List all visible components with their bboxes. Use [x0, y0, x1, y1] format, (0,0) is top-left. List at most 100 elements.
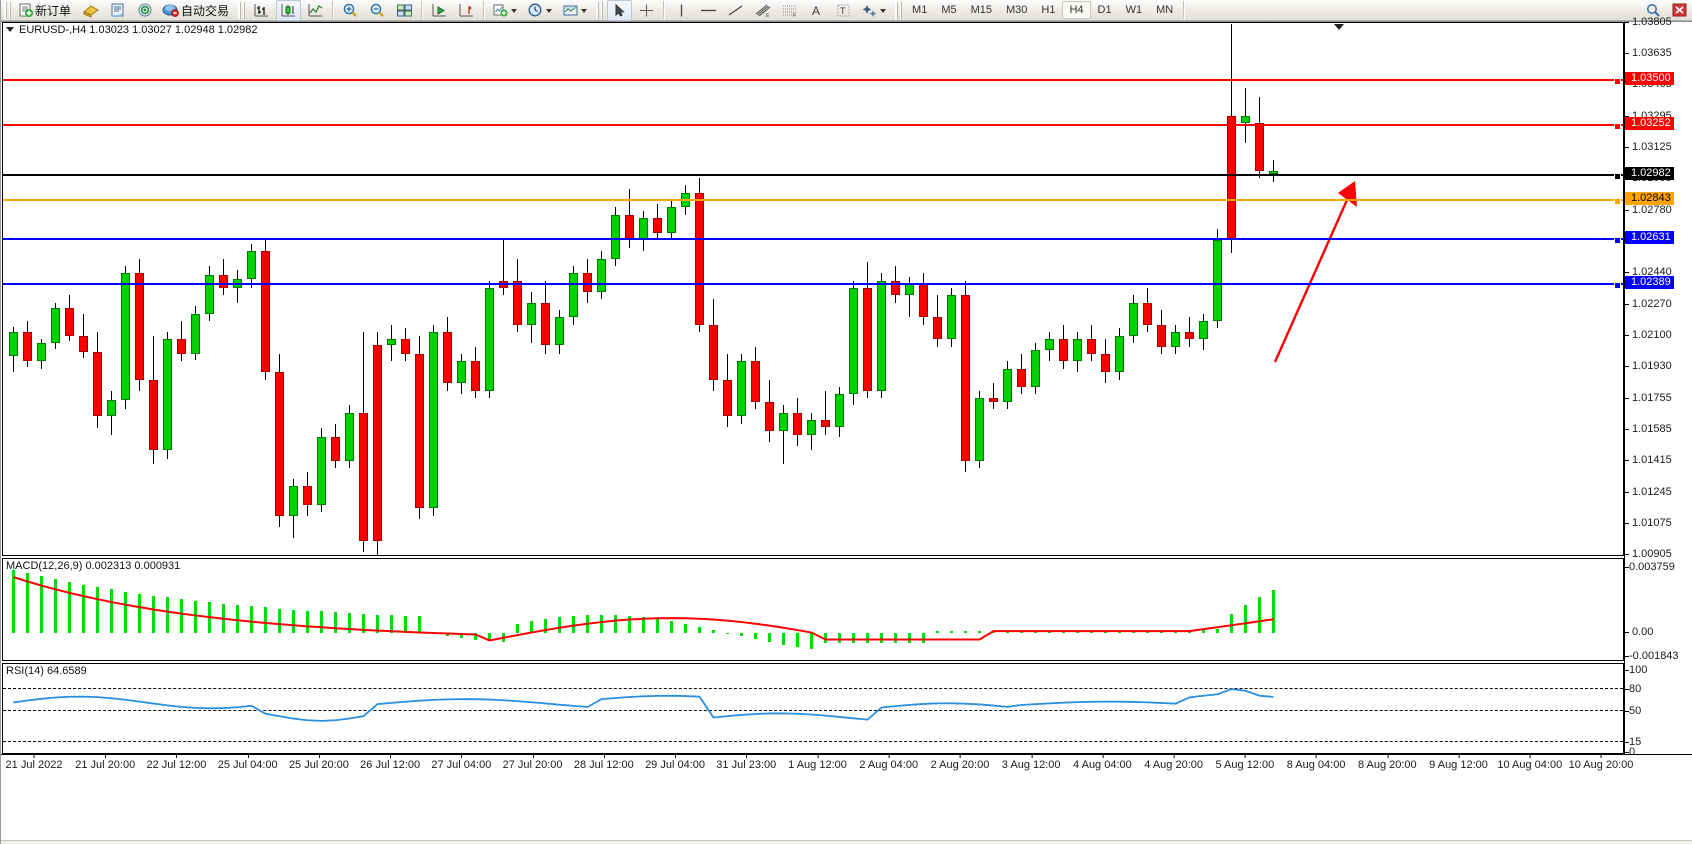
macd-bar: [124, 591, 127, 633]
horizontal-line-button[interactable]: [696, 0, 721, 21]
time-tick: 4 Aug 20:00: [1144, 754, 1203, 771]
pivot-line[interactable]: [3, 198, 1623, 206]
chart-area[interactable]: EURUSD-,H4 1.03023 1.03027 1.02948 1.029…: [1, 17, 1692, 844]
close-button[interactable]: [1667, 0, 1692, 21]
candle-wick: [503, 240, 504, 296]
time-axis[interactable]: 21 Jul 2022 21 Jul 20:00 22 Jul 12:00 25 Ju…: [1, 754, 1692, 776]
support-line-1[interactable]: [3, 237, 1623, 245]
trendline-button[interactable]: [723, 0, 748, 21]
timeframe-d1[interactable]: D1: [1097, 4, 1112, 16]
candle-body: [387, 339, 396, 345]
toolbar-grip[interactable]: [4, 1, 12, 19]
candle-body: [289, 486, 298, 516]
templates-dropdown-caret[interactable]: [581, 9, 588, 13]
candle-body: [1269, 170, 1278, 175]
timeframe-mn[interactable]: MN: [1156, 4, 1174, 16]
fibonacci-button[interactable]: F: [777, 0, 802, 21]
trendline-icon: [728, 4, 743, 16]
navigator-button[interactable]: [132, 0, 157, 21]
line-chart-button[interactable]: [303, 0, 328, 21]
rsi-pane[interactable]: RSI(14) 64.6589: [2, 663, 1624, 754]
text-label-button[interactable]: T: [831, 0, 856, 21]
resistance-line-1-label[interactable]: 1.03500: [1625, 71, 1674, 85]
support-line-1-label[interactable]: 1.02631: [1625, 231, 1674, 245]
timeframe-h1[interactable]: H1: [1041, 4, 1056, 16]
expert-advisors-button[interactable]: [78, 0, 103, 21]
macd-bar: [390, 615, 393, 633]
resistance-line-2[interactable]: [3, 123, 1623, 131]
timeframe-w1[interactable]: W1: [1125, 4, 1143, 16]
current-price-line[interactable]: [3, 172, 1623, 180]
pivot-line-label[interactable]: 1.02843: [1625, 192, 1674, 206]
equidistant-channel-button[interactable]: E: [750, 0, 775, 21]
data-window-button[interactable]: [105, 0, 130, 21]
toolbar-grip-2[interactable]: [238, 1, 247, 19]
candlestick-chart-button[interactable]: [276, 0, 302, 21]
candle: [1059, 23, 1068, 555]
candle: [779, 23, 788, 555]
candle-body: [107, 399, 116, 417]
vertical-line-button[interactable]: [669, 0, 694, 21]
candle-body: [905, 284, 914, 296]
indicators-button[interactable]: [489, 0, 522, 21]
candle: [443, 23, 452, 555]
resistance-line-1[interactable]: [3, 77, 1623, 85]
support-line-2-label[interactable]: 1.02389: [1625, 275, 1674, 289]
candle-body: [1115, 335, 1124, 373]
period-dropdown-caret[interactable]: [546, 9, 553, 13]
crosshair-button[interactable]: [634, 0, 659, 21]
chart-menu-arrow-icon[interactable]: [6, 27, 14, 32]
toolbar-grip-4[interactable]: [895, 1, 904, 19]
indicators-dropdown-caret[interactable]: [511, 9, 518, 13]
candle-body: [51, 308, 60, 344]
tile-windows-button[interactable]: [392, 0, 417, 21]
shapes-dropdown-caret[interactable]: [880, 9, 887, 13]
candle-body: [1143, 302, 1152, 325]
templates-button[interactable]: [559, 0, 592, 21]
price-tick: 1.02780: [1625, 205, 1672, 216]
support-line-2[interactable]: [3, 281, 1623, 289]
current-price-line-label[interactable]: 1.02982: [1625, 166, 1674, 180]
shapes-button[interactable]: [858, 0, 891, 21]
period-button[interactable]: [524, 0, 557, 21]
zoom-out-button[interactable]: [365, 0, 390, 21]
search-button[interactable]: [1640, 0, 1665, 21]
text-label-icon: T: [837, 4, 850, 16]
timeframe-m15[interactable]: M15: [970, 4, 992, 16]
resistance-line-1-handle[interactable]: [1614, 77, 1621, 85]
price-pane[interactable]: [2, 22, 1624, 556]
timeframe-m1[interactable]: M1: [912, 4, 928, 16]
new-order-button[interactable]: 新订单: [15, 0, 76, 21]
support-line-2-handle[interactable]: [1614, 281, 1621, 289]
pivot-line-handle[interactable]: [1614, 198, 1621, 206]
candle-body: [709, 324, 718, 380]
macd-bar: [656, 618, 659, 633]
bar-chart-button[interactable]: [249, 0, 274, 21]
timeframe-m5[interactable]: M5: [941, 4, 957, 16]
cursor-button[interactable]: [607, 0, 633, 21]
chart-top-handle-icon[interactable]: [1334, 24, 1344, 30]
resistance-line-2-handle[interactable]: [1614, 123, 1621, 131]
auto-trading-button[interactable]: 自动交易: [159, 0, 234, 21]
zoom-in-button[interactable]: [338, 0, 363, 21]
toolbar-grip-3[interactable]: [596, 1, 605, 19]
auto-scroll-button[interactable]: [427, 0, 452, 21]
macd-bar: [460, 633, 463, 639]
time-tick: 4 Aug 04:00: [1073, 754, 1132, 771]
toolbar-separator-5: [1183, 1, 1186, 19]
price-axis[interactable]: 1.038051.036351.034651.032951.031251.029…: [1624, 17, 1692, 758]
vertical-line-icon: [680, 4, 683, 16]
candle: [93, 23, 102, 555]
timeframe-m30[interactable]: M30: [1006, 4, 1028, 16]
macd-pane[interactable]: MACD(12,26,9) 0.002313 0.000931: [2, 558, 1624, 661]
text-button[interactable]: A: [804, 0, 829, 21]
macd-bar: [782, 633, 785, 645]
chart-shift-button[interactable]: [454, 0, 479, 21]
resistance-line-2-label[interactable]: 1.03252: [1625, 117, 1674, 131]
macd-bar: [628, 615, 631, 633]
horizontal-scrollbar[interactable]: [1, 840, 1692, 844]
current-price-line-handle[interactable]: [1614, 172, 1621, 180]
support-line-1-handle[interactable]: [1614, 237, 1621, 245]
timeframe-h4[interactable]: H4: [1062, 1, 1091, 19]
candle: [667, 23, 676, 555]
